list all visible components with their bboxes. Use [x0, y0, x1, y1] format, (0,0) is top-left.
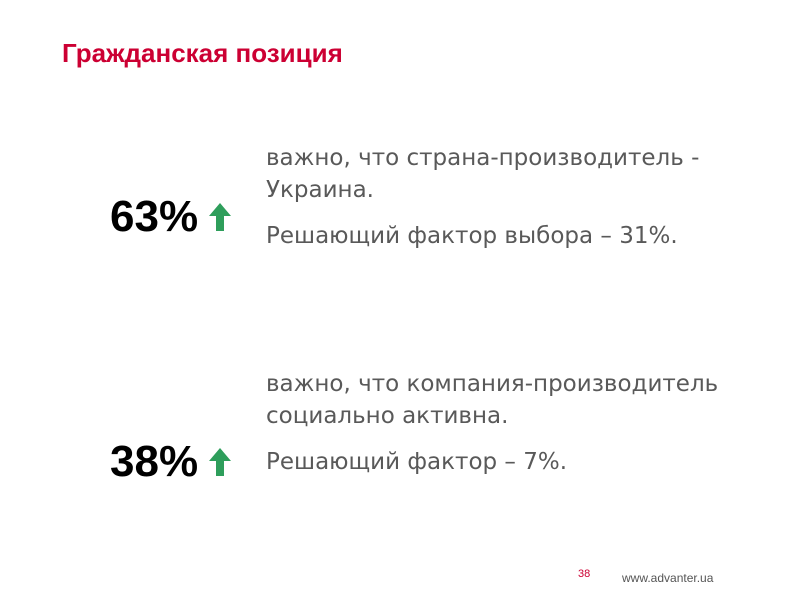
- stat-value-2: 38%: [110, 437, 199, 486]
- stat-factor-text-2: Решающий фактор – 7%.: [266, 449, 568, 475]
- stat-description-text-1: важно, что страна-производитель - Украин…: [266, 145, 700, 203]
- website-url: www.advanter.ua: [622, 571, 714, 585]
- slide-title: Гражданская позиция: [62, 38, 343, 68]
- stat-value-1: 63%: [110, 192, 199, 241]
- arrow-up-icon: [209, 448, 232, 476]
- stat-block-1: 63%: [110, 192, 232, 242]
- page-number: 38: [578, 568, 591, 580]
- stat-description-2: важно, что компания-производитель социал…: [266, 368, 766, 492]
- stat-block-2: 38%: [110, 437, 232, 487]
- stat-description-text-2: важно, что компания-производитель социал…: [266, 371, 719, 429]
- stat-factor-text-1: Решающий фактор выбора – 31%.: [266, 223, 678, 249]
- arrow-up-icon: [209, 203, 232, 231]
- stat-description-1: важно, что страна-производитель - Украин…: [266, 142, 766, 266]
